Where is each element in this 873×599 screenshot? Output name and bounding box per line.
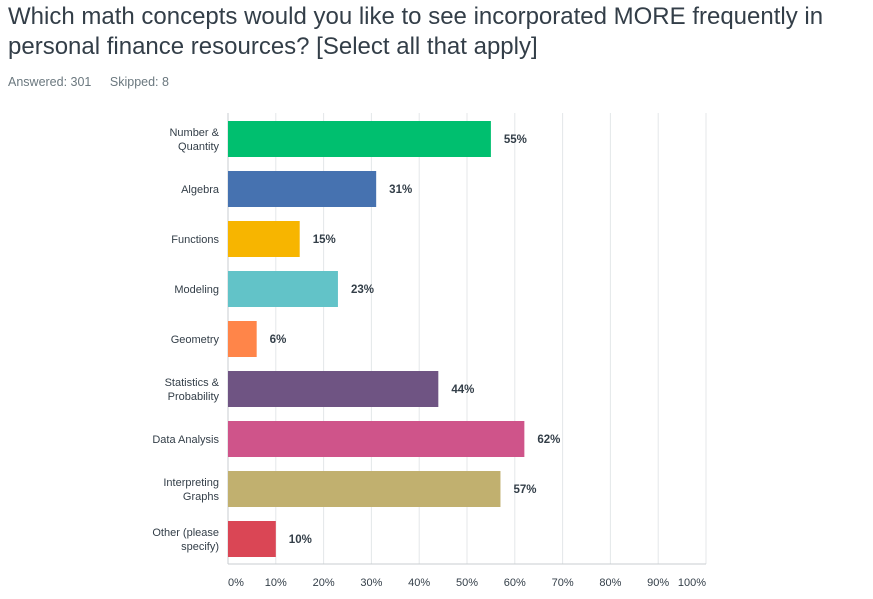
category-label-line: Number &	[169, 127, 219, 139]
bar[interactable]	[228, 321, 257, 357]
category-label: Other (please specify)	[152, 527, 219, 553]
category-label-line: Quantity	[178, 141, 219, 153]
tick-label: 90%	[647, 577, 669, 589]
category-label-line: specify)	[181, 541, 219, 553]
value-label: 10%	[289, 534, 312, 546]
value-label: 6%	[270, 334, 287, 346]
x-axis-ticks: 0% 10% 20% 30% 40% 50% 60% 70% 80% 90% 100%	[228, 577, 706, 589]
category-label: Modeling	[174, 284, 219, 296]
bars	[228, 121, 525, 557]
tick-label: 0%	[228, 577, 244, 589]
tick-label: 30%	[360, 577, 382, 589]
tick-label: 10%	[265, 577, 287, 589]
category-label-line: Functions	[171, 234, 219, 246]
category-label-line: Statistics &	[165, 377, 220, 389]
category-label: Number & Quantity	[169, 127, 219, 153]
answered-count: Answered: 301	[8, 75, 92, 89]
category-labels: Number & Quantity Algebra Functions Modeling…	[152, 127, 220, 553]
question-title: Which math concepts would you like to se…	[8, 3, 824, 60]
category-label: Data Analysis	[152, 434, 219, 446]
value-label: 55%	[504, 134, 527, 146]
tick-label: 100%	[678, 577, 706, 589]
category-label: Algebra	[181, 184, 220, 196]
category-label-line: Modeling	[174, 284, 219, 296]
tick-label: 20%	[313, 577, 335, 589]
response-stats: Answered: 301 Skipped: 8	[8, 75, 184, 89]
value-label: 31%	[389, 184, 412, 196]
value-label: 23%	[351, 284, 374, 296]
tick-label: 80%	[599, 577, 621, 589]
category-label: Geometry	[171, 334, 220, 346]
value-label: 44%	[451, 384, 474, 396]
bar[interactable]	[228, 371, 439, 407]
bar[interactable]	[228, 221, 300, 257]
tick-label: 50%	[456, 577, 478, 589]
bar[interactable]	[228, 421, 525, 457]
skipped-count: Skipped: 8	[109, 75, 169, 89]
category-label-line: Algebra	[181, 184, 220, 196]
bar[interactable]	[228, 121, 491, 157]
category-label-line: Graphs	[183, 491, 220, 503]
bar[interactable]	[228, 271, 338, 307]
category-label-line: Probability	[168, 391, 220, 403]
tick-label: 40%	[408, 577, 430, 589]
value-label: 15%	[313, 234, 336, 246]
category-label-line: Other (please	[152, 527, 219, 539]
bar[interactable]	[228, 471, 501, 507]
category-label: Interpreting Graphs	[163, 477, 219, 503]
category-label: Statistics & Probability	[165, 377, 220, 403]
bar[interactable]	[228, 171, 377, 207]
category-label-line: Geometry	[171, 334, 220, 346]
category-label-line: Interpreting	[163, 477, 219, 489]
category-label: Functions	[171, 234, 219, 246]
tick-label: 60%	[504, 577, 526, 589]
value-label: 62%	[537, 434, 560, 446]
value-label: 57%	[513, 484, 536, 496]
tick-label: 70%	[552, 577, 574, 589]
category-label-line: Data Analysis	[152, 434, 219, 446]
value-labels: 55% 31% 15% 23% 6% 44% 62% 57% 10%	[270, 134, 561, 546]
bar[interactable]	[228, 521, 276, 557]
